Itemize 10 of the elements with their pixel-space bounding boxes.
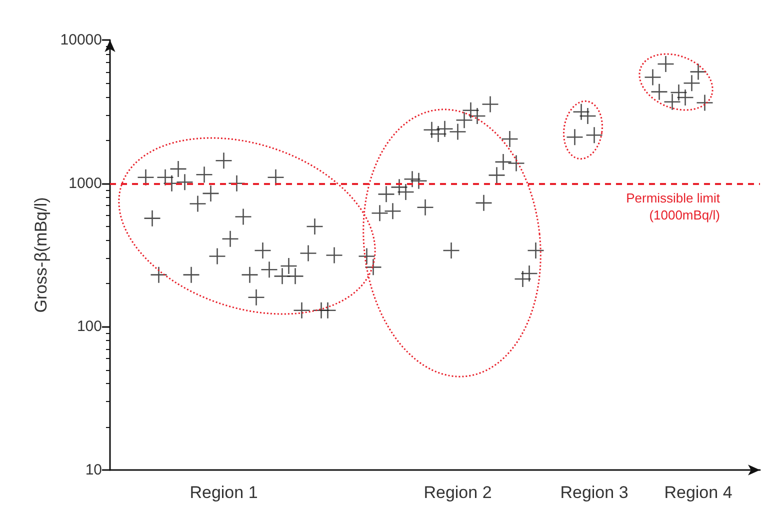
y-tick-label: 100 <box>76 318 102 336</box>
x-tick-label: Region 4 <box>664 483 732 502</box>
y-tick-label: 1000 <box>68 174 102 192</box>
x-tick-label: Region 2 <box>424 483 492 502</box>
y-tick-label: 10 <box>85 462 102 478</box>
y-axis-title: Gross-β(mBq/l) <box>31 197 50 313</box>
y-tick-label: 10000 <box>60 32 102 48</box>
x-tick-label: Region 3 <box>560 483 628 502</box>
ref-line-label: Permissible limit (1000mBq/l) <box>626 190 720 222</box>
x-tick-label: Region 1 <box>190 483 258 502</box>
